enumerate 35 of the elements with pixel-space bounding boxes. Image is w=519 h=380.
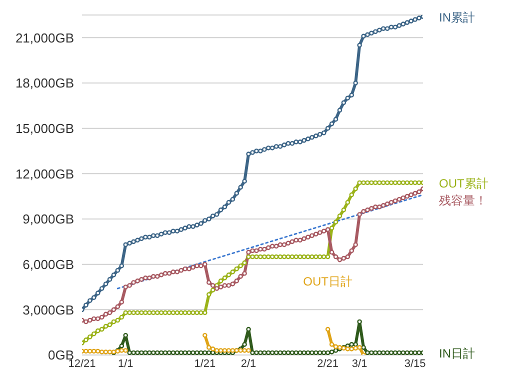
x-tick-label: 3/15 — [404, 358, 426, 370]
y-tick-label: 6,000GB — [22, 256, 74, 272]
y-tick-label: 3,000GB — [22, 302, 74, 318]
y-tick-label: 9,000GB — [22, 212, 74, 227]
point — [84, 348, 88, 354]
series-label: IN累計 — [439, 10, 475, 25]
y-tick-label: 12,000GB — [15, 166, 74, 182]
x-tick-label: 1/1 — [118, 358, 134, 370]
series-label: IN日計 — [439, 346, 475, 361]
point — [95, 348, 100, 354]
point — [123, 348, 128, 353]
series-label: 残容量！ — [439, 194, 487, 208]
y-tick-label: 18,000GB — [15, 76, 74, 91]
point — [349, 346, 354, 352]
point — [242, 348, 247, 353]
y-tick-label: 21,000GB — [15, 30, 74, 46]
text: OUT日計 — [303, 274, 353, 288]
point — [206, 345, 212, 350]
point — [107, 350, 112, 354]
x-tick-label: 3/1 — [352, 358, 368, 370]
point — [357, 345, 362, 350]
series-label: OUT累計 — [439, 176, 488, 191]
point — [210, 346, 216, 352]
point — [88, 348, 92, 354]
point — [246, 348, 251, 353]
point — [202, 332, 208, 338]
point — [353, 346, 358, 351]
x-tick-label: 1/21 — [194, 358, 216, 370]
point — [325, 326, 330, 332]
point — [333, 344, 338, 350]
x-tick-label: 2/1 — [240, 358, 256, 370]
point — [329, 342, 334, 347]
y-tick-label: 15,000GB — [15, 120, 74, 136]
x-tick-label: 2/21 — [317, 358, 339, 370]
point — [99, 350, 104, 354]
